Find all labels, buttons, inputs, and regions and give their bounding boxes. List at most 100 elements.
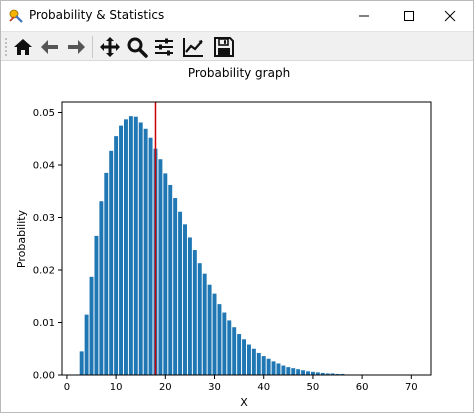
y-tick-label: 0.03 [33, 213, 55, 224]
back-button[interactable] [38, 35, 62, 59]
bar [237, 334, 242, 375]
bar [94, 235, 99, 375]
home-icon [14, 39, 32, 55]
y-tick-label: 0.01 [33, 318, 55, 329]
probability-chart: Probability graph 0 10 20 30 40 50 60 70 0.000.… [15, 66, 432, 409]
bar-series [74, 116, 370, 376]
edit-axis-button[interactable] [181, 35, 205, 59]
bar [306, 371, 310, 375]
toolbar-separator [92, 36, 93, 58]
close-button[interactable] [427, 1, 473, 31]
bar [99, 201, 104, 375]
bar [261, 356, 266, 375]
bar [207, 284, 212, 375]
bar [109, 150, 114, 375]
bar [163, 173, 168, 375]
bar [330, 373, 335, 375]
home-button[interactable] [11, 35, 35, 59]
magnifier-icon [127, 37, 148, 58]
bar [114, 136, 119, 375]
bar [271, 361, 276, 375]
bar [310, 371, 315, 375]
bar [246, 344, 251, 375]
x-tick-label: 30 [208, 382, 221, 393]
move-icon [100, 37, 120, 57]
y-axis-ticks: 0.00 0.01 0.02 0.03 0.04 0.05 [33, 108, 62, 382]
bar [232, 327, 237, 375]
zoom-button[interactable] [125, 35, 149, 59]
bar [192, 250, 197, 375]
bar [291, 368, 296, 375]
sliders-icon [155, 38, 173, 56]
bar [143, 128, 148, 375]
bar [325, 373, 330, 375]
bar [251, 348, 256, 375]
bar [119, 125, 124, 375]
bar [212, 293, 217, 375]
arrow-left-icon [41, 40, 58, 54]
x-tick-label: 20 [159, 382, 172, 393]
x-tick-label: 70 [405, 382, 418, 393]
bar [89, 276, 94, 375]
bar [168, 184, 173, 375]
x-axis-ticks: 0 10 20 30 40 50 60 70 [64, 375, 418, 393]
bar [158, 159, 163, 375]
bar [256, 352, 261, 375]
y-tick-label: 0.00 [33, 371, 55, 382]
maximize-button[interactable] [386, 1, 432, 31]
close-icon [444, 10, 456, 22]
bar [315, 372, 320, 375]
x-tick-label: 40 [257, 382, 270, 393]
minimize-button[interactable] [341, 1, 387, 31]
line-chart-icon [183, 38, 203, 57]
bar [301, 370, 306, 375]
y-tick-label: 0.04 [33, 161, 55, 172]
bar [340, 373, 345, 375]
bar [84, 314, 89, 375]
bar [79, 351, 84, 375]
title-bar: Probability & Statistics [1, 1, 473, 31]
bar [173, 198, 178, 375]
subplots-button[interactable] [152, 35, 176, 59]
bar [296, 369, 301, 375]
x-tick-label: 10 [110, 382, 123, 393]
bar [266, 358, 271, 375]
pan-button[interactable] [98, 35, 122, 59]
chart-title: Probability graph [188, 66, 290, 80]
bar [187, 237, 192, 375]
bar [222, 312, 227, 375]
toolbar-grip-icon [5, 38, 7, 56]
bar [148, 137, 153, 375]
arrow-right-icon [68, 40, 85, 54]
bar [183, 224, 187, 375]
save-icon [214, 37, 234, 57]
app-icon [9, 9, 23, 23]
bar [320, 372, 325, 375]
navigation-toolbar [1, 31, 473, 61]
bar [104, 172, 109, 375]
y-tick-label: 0.05 [33, 108, 55, 119]
bar [197, 263, 202, 375]
window-title: Probability & Statistics [29, 8, 165, 22]
y-tick-label: 0.02 [33, 266, 55, 277]
axes-frame [61, 101, 432, 376]
bar [281, 365, 286, 375]
minimize-icon [359, 15, 369, 17]
x-tick-label: 50 [307, 382, 320, 393]
forward-button[interactable] [64, 35, 88, 59]
maximize-icon [404, 11, 414, 21]
x-tick-label: 0 [64, 382, 70, 393]
save-button[interactable] [212, 35, 236, 59]
bar [335, 373, 340, 375]
bar [286, 367, 291, 375]
bar [227, 320, 232, 375]
y-axis-label: Probability [15, 209, 28, 268]
x-tick-label: 60 [356, 382, 369, 393]
bar [202, 273, 207, 375]
bar [242, 339, 247, 375]
bar [123, 119, 128, 375]
bar [217, 304, 222, 375]
bar [276, 363, 281, 375]
bar [133, 116, 138, 375]
